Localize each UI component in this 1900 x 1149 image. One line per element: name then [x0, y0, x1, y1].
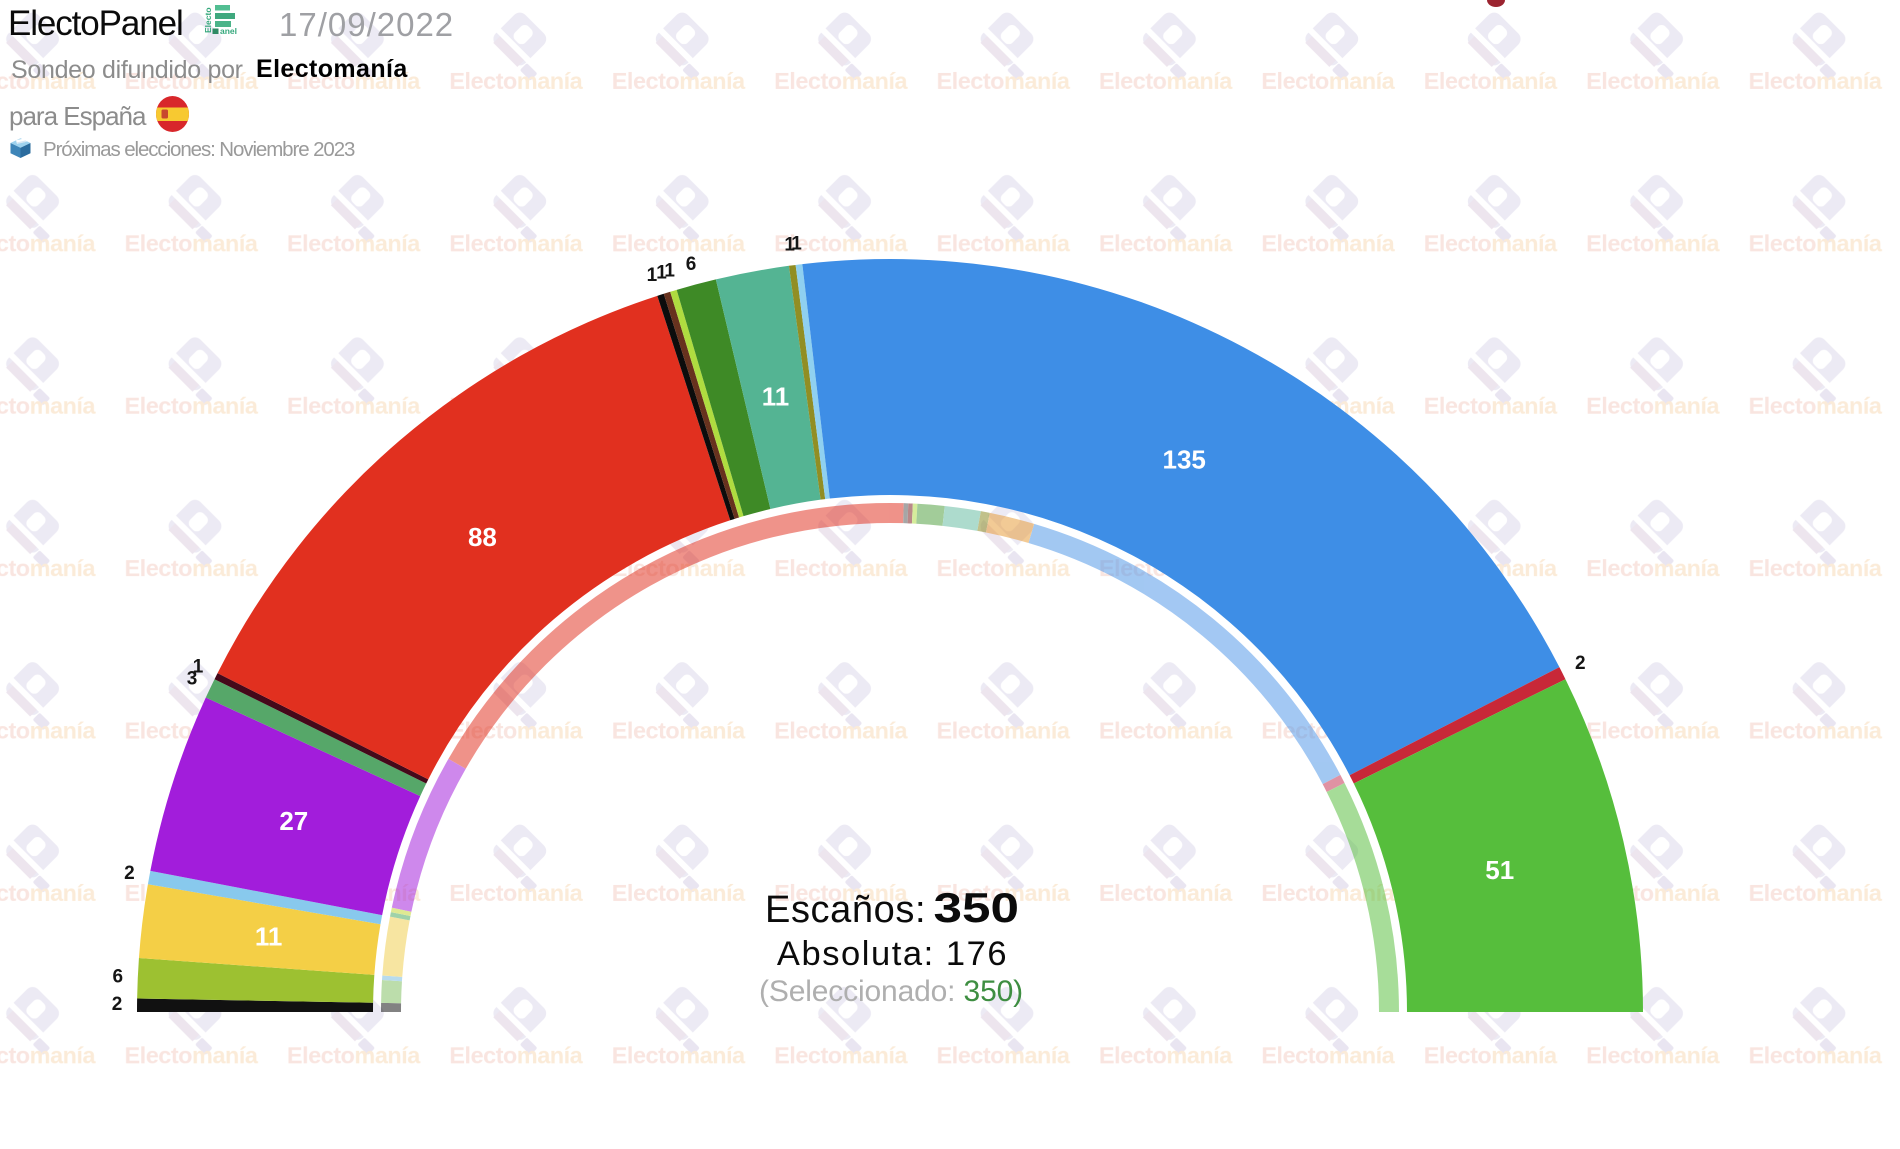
- svg-text:6: 6: [113, 966, 124, 987]
- svg-text:1: 1: [791, 234, 802, 255]
- svg-text:11: 11: [255, 921, 283, 951]
- svg-text:51: 51: [1485, 855, 1514, 885]
- svg-text:3: 3: [187, 669, 198, 690]
- svg-text:2: 2: [1575, 653, 1586, 674]
- svg-text:anel: anel: [220, 26, 237, 36]
- svg-text:350: 350: [934, 884, 1019, 931]
- svg-text:1: 1: [193, 656, 204, 677]
- svg-text:Electo: Electo: [203, 7, 213, 33]
- svg-text:1: 1: [656, 263, 667, 284]
- svg-text:88: 88: [468, 522, 497, 552]
- svg-text:(Seleccionado: 350): (Seleccionado: 350): [759, 975, 1023, 1008]
- svg-text:2: 2: [112, 994, 123, 1015]
- svg-text:6: 6: [686, 254, 697, 275]
- svg-text:11: 11: [762, 382, 790, 412]
- svg-text:1: 1: [647, 265, 658, 286]
- svg-text:1: 1: [664, 261, 675, 282]
- svg-text:Absoluta: 176: Absoluta: 176: [777, 935, 1008, 973]
- svg-text:27: 27: [279, 806, 308, 836]
- svg-text:135: 135: [1163, 444, 1206, 474]
- svg-text:Escaños:: Escaños:: [765, 889, 926, 931]
- svg-text:2: 2: [124, 863, 135, 884]
- svg-text:1: 1: [784, 235, 795, 256]
